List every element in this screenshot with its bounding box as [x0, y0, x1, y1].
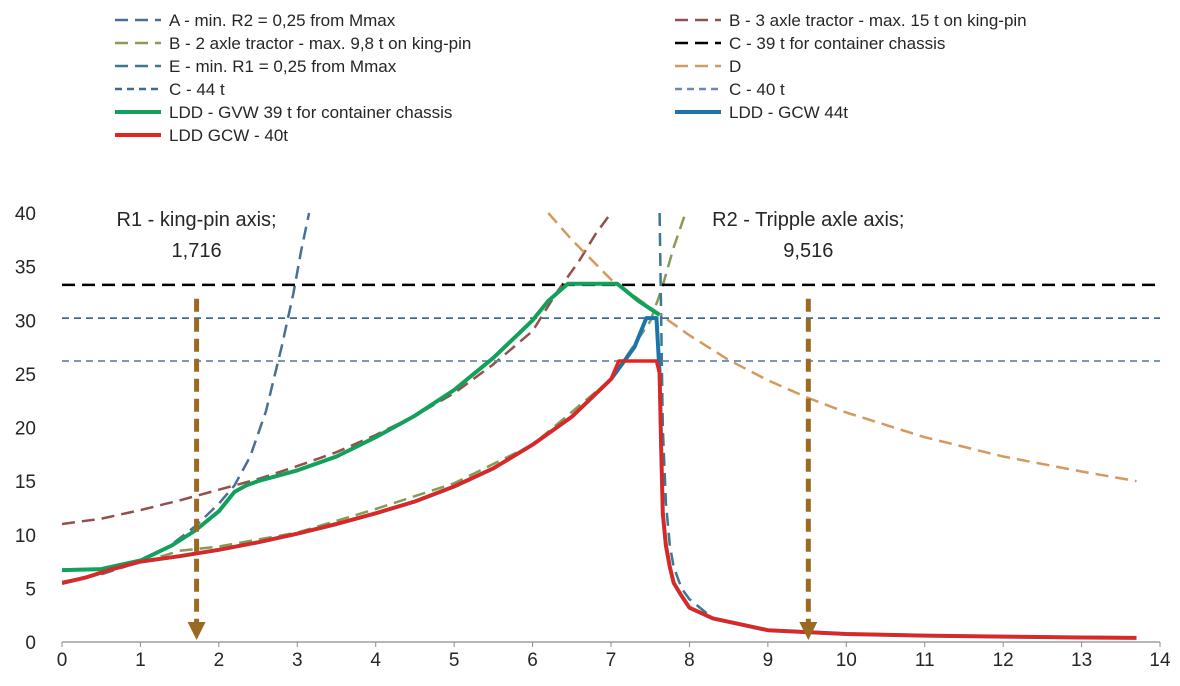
series-d: [547, 212, 1137, 483]
annotations: R1 - king-pin axis; 1,716 R2 - Tripple axl…: [117, 209, 904, 640]
y-tick-label: 20: [15, 419, 36, 440]
series-e-min-r1-0-25-from-mmax: [658, 212, 1137, 640]
annotation-value: 1,716: [172, 240, 222, 262]
x-tick-label: 6: [527, 650, 538, 671]
x-tick-label: 13: [1071, 650, 1092, 671]
legend-item-ldd-gvw-39-t-for-container-chassis: LDD - GVW 39 t for container chassis: [115, 103, 452, 122]
legend-label: E - min. R1 = 0,25 from Mmax: [169, 57, 397, 76]
legend-item-b-3-axle-tractor-max-15-t-on-king-pin: B - 3 axle tractor - max. 15 t on king-p…: [675, 11, 1027, 30]
y-tick-label: 0: [25, 633, 36, 654]
axis-annotation-1: R1 - king-pin axis; 1,716: [117, 209, 277, 640]
y-tick-label: 10: [15, 526, 36, 547]
y-tick-label: 40: [15, 204, 36, 225]
legend-item-c-44-t: C - 44 t: [115, 80, 225, 99]
annotation-title: R1 - king-pin axis;: [117, 209, 277, 231]
legend-label: B - 2 axle tractor - max. 9,8 t on king-…: [169, 34, 471, 53]
y-tick-label: 35: [15, 258, 36, 279]
legend-label: LDD GCW - 40t: [169, 126, 288, 145]
legend-label: LDD - GVW 39 t for container chassis: [169, 103, 452, 122]
legend-item-a-min-r2-0-25-from-mmax: A - min. R2 = 0,25 from Mmax: [115, 11, 396, 30]
legend-item-ldd-gcw-40t: LDD GCW - 40t: [115, 126, 288, 145]
series-ldd-gvw-39-t-for-container-chassis: [62, 281, 661, 573]
legend-item-ldd-gcw-44t: LDD - GCW 44t: [675, 103, 848, 122]
legend-item-e-min-r1-0-25-from-mmax: E - min. R1 = 0,25 from Mmax: [115, 57, 397, 76]
legend-label: B - 3 axle tractor - max. 15 t on king-p…: [729, 11, 1027, 30]
series-ldd-gcw-44t: [62, 316, 1137, 640]
y-tick-label: 15: [15, 472, 36, 493]
x-tick-label: 0: [57, 650, 68, 671]
legend-label: LDD - GCW 44t: [729, 103, 848, 122]
x-tick-label: 2: [214, 650, 225, 671]
y-tick-label: 25: [15, 365, 36, 386]
series-a-min-r2-0-25-from-mmax: [62, 212, 311, 584]
series-b-3-axle-tractor-max-15-t-on-king-pin: [62, 212, 613, 526]
annotation-arrow-head: [799, 622, 818, 640]
x-tick-label: 5: [449, 650, 460, 671]
legend: A - min. R2 = 0,25 from Mmax B - 3 axle t…: [115, 11, 1027, 145]
annotation-value: 9,516: [783, 240, 833, 262]
legend-label: C - 39 t for container chassis: [729, 34, 945, 53]
legend-item-b-2-axle-tractor-max-9-8-t-on-king-pin: B - 2 axle tractor - max. 9,8 t on king-…: [115, 34, 471, 53]
series-ldd-gcw-40t: [62, 359, 1137, 640]
y-tick-label: 30: [15, 311, 36, 332]
y-tick-label: 5: [25, 579, 36, 600]
legend-label: C - 40 t: [729, 80, 785, 99]
annotation-arrow-head: [187, 622, 206, 640]
x-tick-label: 10: [836, 650, 857, 671]
x-tick-label: 14: [1149, 650, 1171, 671]
legend-label: D: [729, 57, 741, 76]
x-tick-label: 7: [606, 650, 617, 671]
annotation-title: R2 - Tripple axle axis;: [712, 209, 904, 231]
legend-item-c-40-t: C - 40 t: [675, 80, 785, 99]
x-tick-label: 1: [135, 650, 146, 671]
legend-item-c-39-t-for-container-chassis: C - 39 t for container chassis: [675, 34, 945, 53]
legend-item-d: D: [675, 57, 741, 76]
legend-label: C - 44 t: [169, 80, 225, 99]
x-tick-label: 12: [993, 650, 1014, 671]
x-tick-label: 3: [292, 650, 303, 671]
x-tick-label: 9: [763, 650, 774, 671]
x-tick-label: 11: [915, 650, 935, 671]
series-layer: [62, 212, 1160, 640]
x-tick-label: 4: [370, 650, 381, 671]
series-b-2-axle-tractor-max-9-8-t-on-king-pin: [62, 212, 687, 572]
legend-label: A - min. R2 = 0,25 from Mmax: [169, 11, 396, 30]
axis-annotation-2: R2 - Tripple axle axis; 9,516: [712, 209, 904, 640]
x-tick-label: 8: [684, 650, 695, 671]
